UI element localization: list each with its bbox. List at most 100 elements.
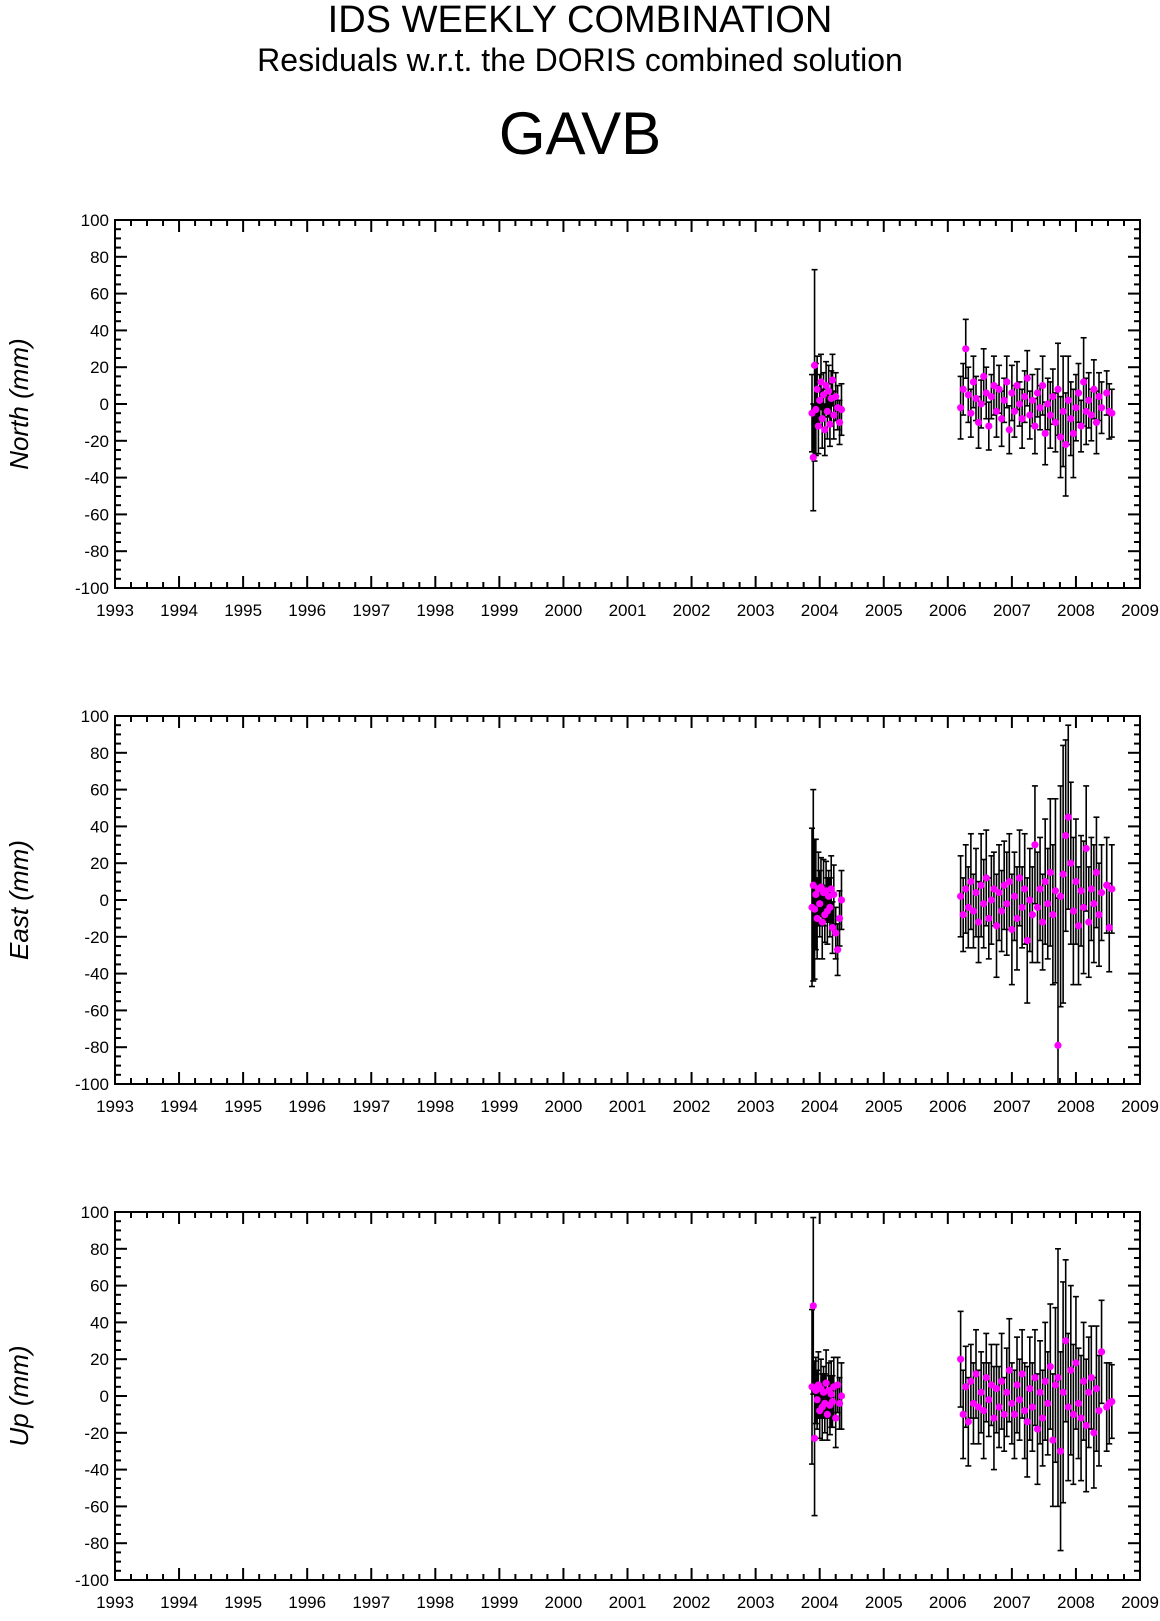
north-data-point xyxy=(823,407,831,415)
north-data-point xyxy=(837,405,846,414)
north-data-point xyxy=(810,361,819,369)
north-data-point xyxy=(1085,396,1093,404)
east-data-point xyxy=(967,878,975,886)
up-data-point xyxy=(1023,1418,1031,1426)
up-xtick-label: 1993 xyxy=(96,1593,134,1612)
north-xtick-label: 2007 xyxy=(993,601,1031,620)
north-data-point xyxy=(1036,404,1044,412)
north-data-point xyxy=(974,418,983,426)
up-data-point xyxy=(1015,1396,1024,1404)
east-ytick-label: 0 xyxy=(100,891,109,910)
up-xtick-label: 2007 xyxy=(993,1593,1031,1612)
up-ytick-label: 100 xyxy=(81,1203,109,1222)
up-data-point xyxy=(1064,1403,1072,1411)
east-data-point xyxy=(1085,918,1093,926)
north-xtick-label: 2008 xyxy=(1057,601,1095,620)
east-xtick-label: 1998 xyxy=(416,1097,454,1116)
up-data-point xyxy=(1005,1366,1013,1374)
north-ytick-label: 0 xyxy=(100,395,109,414)
up-data-point xyxy=(1082,1421,1090,1430)
north-data-point xyxy=(977,400,985,408)
east-data-point xyxy=(1046,868,1054,877)
east-data-point xyxy=(809,881,817,889)
up-xtick-label: 1996 xyxy=(288,1593,326,1612)
up-ytick-label: -60 xyxy=(84,1497,109,1516)
up-data-point xyxy=(1041,1377,1049,1385)
east-xtick-label: 1995 xyxy=(224,1097,262,1116)
up-ytick-label: 0 xyxy=(100,1387,109,1406)
north-data-point xyxy=(962,345,970,353)
north-data-point xyxy=(1059,407,1067,415)
east-data-point xyxy=(982,874,990,882)
north-xtick-label: 1993 xyxy=(96,601,134,620)
up-data-point xyxy=(1018,1370,1026,1378)
north-xtick-label: 2002 xyxy=(673,601,711,620)
north-data-point xyxy=(1092,418,1101,426)
east-data-point xyxy=(1003,900,1011,908)
north-data-point xyxy=(998,415,1006,423)
north-data-point xyxy=(1031,422,1039,430)
up-ytick-label: -40 xyxy=(84,1461,109,1480)
up-data-point xyxy=(832,1414,840,1422)
north-data-point xyxy=(959,385,967,393)
up-data-point xyxy=(987,1381,995,1389)
east-data-point xyxy=(1015,874,1024,882)
up-data-point xyxy=(1000,1410,1008,1418)
east-data-point xyxy=(1013,914,1021,923)
north-data-point xyxy=(1090,385,1098,393)
up-data-point xyxy=(1095,1407,1103,1415)
up-ytick-label: 20 xyxy=(90,1350,109,1369)
east-data-point xyxy=(969,907,978,915)
east-data-point xyxy=(1069,907,1077,915)
east-xtick-label: 2000 xyxy=(545,1097,583,1116)
up-data-point xyxy=(990,1414,998,1422)
north-data-point xyxy=(1010,407,1019,415)
up-data-point xyxy=(967,1377,975,1385)
east-data-point xyxy=(1018,903,1026,911)
east-xtick-label: 2008 xyxy=(1057,1097,1095,1116)
up-data-point xyxy=(974,1403,983,1411)
north-data-point xyxy=(816,396,824,404)
east-data-point xyxy=(992,922,1001,930)
north-ytick-label: -100 xyxy=(75,579,109,598)
up-data-point xyxy=(1028,1403,1036,1411)
north-data-point xyxy=(814,422,823,430)
east-data-point xyxy=(817,883,825,891)
up-data-point xyxy=(1085,1388,1093,1396)
up-data-point xyxy=(1031,1374,1039,1382)
east-data-point xyxy=(1028,911,1036,919)
east-data-point xyxy=(832,929,840,937)
north-data-point xyxy=(992,407,1001,415)
north-data-point xyxy=(813,385,821,393)
east-data-point xyxy=(974,918,983,926)
up-data-point xyxy=(982,1374,990,1382)
up-ylabel: Up (mm) xyxy=(4,1345,34,1446)
up-data-point xyxy=(1067,1366,1075,1374)
east-xtick-label: 1993 xyxy=(96,1097,134,1116)
north-data-point xyxy=(1023,374,1031,382)
north-data-point xyxy=(1067,415,1075,423)
north-data-point xyxy=(1026,411,1034,419)
east-data-point xyxy=(1051,887,1060,895)
up-data-point xyxy=(1108,1397,1116,1406)
up-xtick-label: 2004 xyxy=(801,1593,839,1612)
east-data-point xyxy=(1005,878,1013,886)
up-xtick-label: 1994 xyxy=(160,1593,198,1612)
north-ytick-label: -40 xyxy=(84,469,109,488)
up-data-point xyxy=(1021,1407,1029,1415)
east-data-point xyxy=(1059,870,1067,878)
east-data-point xyxy=(985,914,993,923)
up-xtick-label: 2001 xyxy=(609,1593,647,1612)
north-data-point xyxy=(987,393,995,401)
north-data-layer xyxy=(808,268,1116,512)
up-ytick-label: 40 xyxy=(90,1313,109,1332)
east-data-point xyxy=(998,907,1006,915)
up-data-point xyxy=(985,1396,993,1404)
north-ytick-label: 100 xyxy=(81,211,109,230)
up-ytick-label: 60 xyxy=(90,1277,109,1296)
east-data-point xyxy=(1021,885,1029,893)
east-data-point xyxy=(837,896,846,904)
east-data-point xyxy=(830,890,838,899)
east-data-point xyxy=(828,924,837,932)
up-data-point xyxy=(1087,1374,1095,1382)
